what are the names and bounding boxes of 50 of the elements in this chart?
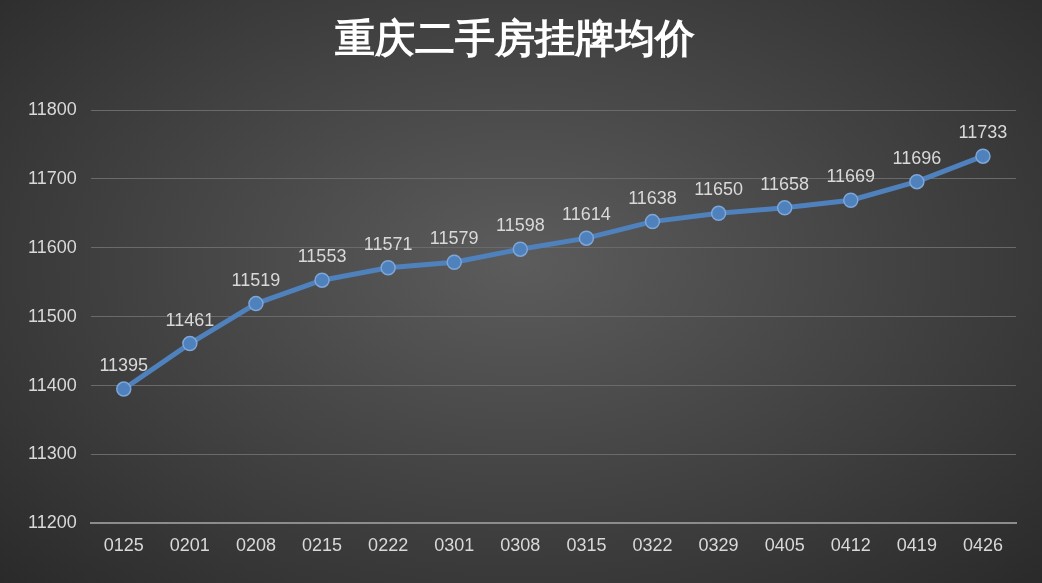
- x-tick-label: 0419: [896, 535, 937, 556]
- point: [116, 381, 132, 397]
- point: [776, 200, 793, 216]
- x-tick-label: 0412: [830, 535, 871, 556]
- data-label: 11461: [165, 309, 215, 330]
- data-label: 11553: [297, 246, 347, 267]
- chart-title: 重庆二手房挂牌均价: [335, 16, 696, 62]
- x-tick-label: 0426: [962, 535, 1003, 556]
- x-tick-label: 0215: [302, 535, 343, 556]
- x-tick-label: 0322: [632, 535, 673, 556]
- data-label: 11598: [495, 215, 545, 236]
- y-tick-label: 11500: [28, 305, 77, 326]
- data-label: 11579: [429, 228, 479, 249]
- data-label: 11733: [958, 122, 1008, 143]
- y-tick-label: 11700: [28, 167, 77, 188]
- x-tick-label: 0125: [103, 535, 144, 556]
- point: [843, 192, 859, 209]
- x-tick-label: 0329: [698, 535, 739, 556]
- data-label: 11650: [694, 179, 743, 200]
- y-tick-label: 11800: [28, 98, 77, 119]
- data-label: 11614: [562, 204, 611, 225]
- point: [578, 230, 595, 246]
- data-label: 11571: [363, 233, 413, 254]
- data-label: 11638: [628, 187, 677, 208]
- x-tick-label: 0201: [169, 535, 210, 556]
- x-tick-label: 0308: [500, 535, 541, 556]
- point: [446, 254, 462, 271]
- point: [975, 148, 991, 164]
- point: [644, 213, 661, 230]
- point: [512, 241, 529, 257]
- data-label: 11658: [760, 173, 810, 194]
- data-label: 11395: [99, 355, 149, 376]
- y-tick-label: 11400: [28, 374, 77, 395]
- point: [248, 295, 264, 312]
- point: [909, 173, 925, 190]
- data-label: 11696: [892, 147, 942, 168]
- x-tick-label: 0405: [764, 535, 805, 556]
- x-tick-label: 0208: [235, 535, 276, 556]
- x-tick-label: 0301: [434, 535, 475, 556]
- x-tick-label: 0222: [368, 535, 409, 556]
- y-tick-label: 11600: [28, 236, 77, 257]
- point: [380, 260, 396, 276]
- y-tick-label: 11200: [28, 512, 77, 533]
- data-label: 11669: [826, 166, 876, 187]
- point: [710, 205, 727, 222]
- point: [182, 335, 198, 352]
- y-tick-label: 11300: [28, 443, 77, 464]
- point: [314, 272, 330, 288]
- x-tick-label: 0315: [566, 535, 607, 556]
- data-label: 11519: [231, 269, 281, 290]
